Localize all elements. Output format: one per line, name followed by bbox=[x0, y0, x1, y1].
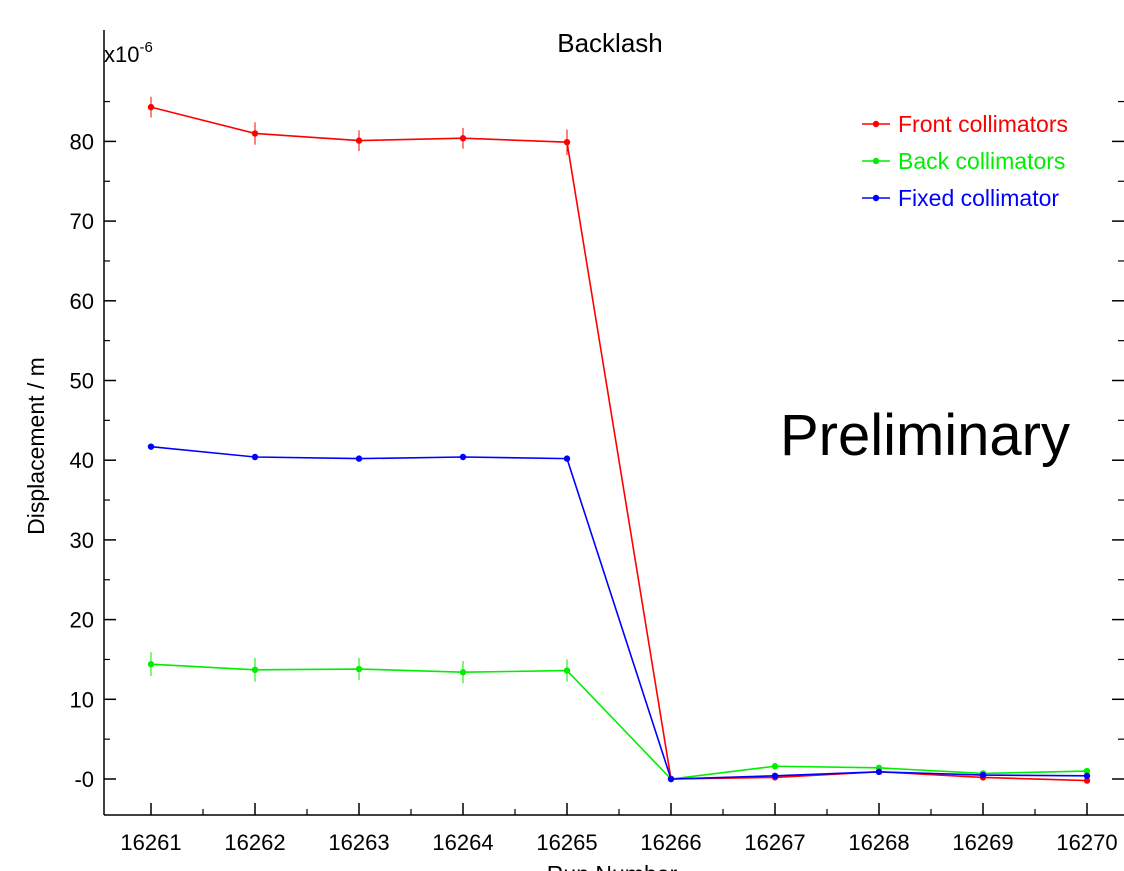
legend-entry: Back collimators bbox=[898, 148, 1065, 174]
data-point bbox=[147, 661, 155, 668]
chart-title: Backlash bbox=[557, 28, 663, 58]
data-point bbox=[147, 103, 155, 111]
x-tick-label: 16264 bbox=[432, 830, 493, 855]
data-point bbox=[251, 130, 259, 137]
data-point bbox=[563, 455, 571, 462]
data-point bbox=[979, 771, 987, 779]
x-axis-label: Run Number bbox=[547, 861, 678, 871]
y-tick-label: 50 bbox=[70, 369, 94, 394]
axes: -0 10 20 30 40 50 60 70 80 16261 16262 16263 16264 16… bbox=[70, 30, 1124, 855]
x-tick-label: 16266 bbox=[640, 830, 701, 855]
series-line bbox=[150, 663, 1088, 780]
data-point bbox=[459, 135, 467, 142]
x-tick-label: 16261 bbox=[120, 830, 181, 855]
data-point bbox=[667, 775, 675, 783]
series-line bbox=[150, 106, 1088, 782]
data-point bbox=[1083, 777, 1091, 784]
y-axis-label: Displacement / m bbox=[23, 357, 49, 535]
data-points bbox=[147, 103, 1091, 784]
y-tick-label: 10 bbox=[70, 687, 94, 712]
legend: Front collimators Back collimators Fixed c… bbox=[862, 111, 1068, 211]
preliminary-annotation: Preliminary bbox=[780, 403, 1070, 468]
series-lines bbox=[150, 106, 1088, 782]
y-tick-label: 60 bbox=[70, 289, 94, 314]
data-point bbox=[355, 137, 363, 144]
data-point bbox=[459, 453, 467, 461]
data-point bbox=[459, 669, 467, 676]
data-point bbox=[147, 443, 155, 450]
y-tick-label: 40 bbox=[70, 448, 94, 473]
y-tick-label: 30 bbox=[70, 528, 94, 553]
legend-swatch-point bbox=[872, 194, 880, 202]
x-tick-label: 16270 bbox=[1056, 830, 1117, 855]
data-point bbox=[251, 666, 259, 674]
data-point bbox=[1083, 772, 1091, 780]
x-tick-label: 16263 bbox=[328, 830, 389, 855]
y-tick-label: 20 bbox=[70, 608, 94, 633]
legend-swatch-point bbox=[872, 120, 880, 128]
y-multiplier-base: x10 bbox=[104, 42, 139, 67]
y-tick-label: 80 bbox=[70, 129, 94, 154]
data-point bbox=[563, 138, 571, 146]
data-point bbox=[771, 772, 779, 780]
series-line bbox=[150, 445, 1088, 780]
x-tick-label: 16269 bbox=[952, 830, 1013, 855]
data-point bbox=[875, 768, 883, 776]
data-point bbox=[1083, 767, 1091, 775]
y-multiplier-exponent: -6 bbox=[139, 39, 152, 56]
y-tick-label: -0 bbox=[74, 767, 94, 792]
y-tick-label: 70 bbox=[70, 209, 94, 234]
data-point bbox=[355, 665, 363, 673]
x-tick-label: 16265 bbox=[536, 830, 597, 855]
data-point bbox=[251, 453, 259, 461]
legend-entry: Fixed collimator bbox=[898, 185, 1059, 211]
legend-swatch-point bbox=[872, 157, 880, 165]
x-tick-label: 16267 bbox=[744, 830, 805, 855]
legend-entry: Front collimators bbox=[898, 111, 1068, 137]
data-point bbox=[563, 667, 571, 674]
x-tick-label: 16262 bbox=[224, 830, 285, 855]
x-tick-label: 16268 bbox=[848, 830, 909, 855]
data-point bbox=[355, 455, 363, 462]
data-point bbox=[771, 763, 779, 770]
y-multiplier: x10-6 bbox=[104, 39, 153, 67]
